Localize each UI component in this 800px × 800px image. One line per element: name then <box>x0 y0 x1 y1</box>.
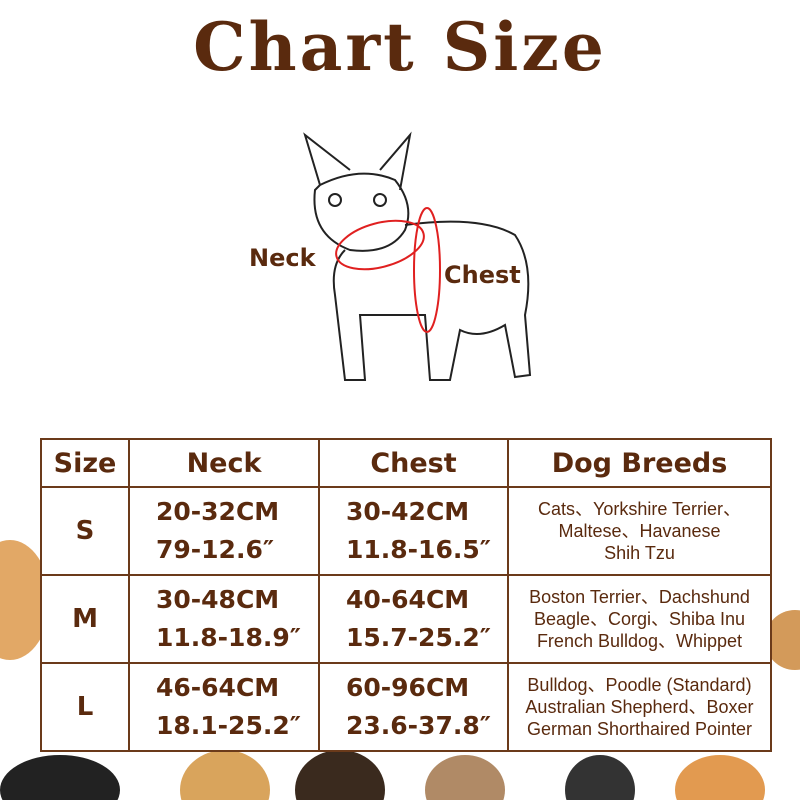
breed-line: Boston Terrier、Dachshund <box>529 587 750 607</box>
dog-photo-1 <box>0 755 120 800</box>
cat-photo-6 <box>675 755 765 800</box>
breed-line: German Shorthaired Pointer <box>526 719 753 739</box>
neck-in: 18.1-25.2″ <box>156 711 301 740</box>
neck-cm: 30-48CM <box>156 585 280 614</box>
chest-in: 15.7-25.2″ <box>346 623 491 652</box>
chest-cell: 60-96CM 23.6-37.8″ <box>318 662 509 752</box>
table-row: L 46-64CM 18.1-25.2″ 60-96CM 23.6-37.8″ Bu… <box>40 662 772 752</box>
size-cell: S <box>40 486 130 576</box>
breeds-cell: Cats、Yorkshire Terrier、 Maltese、Havanese S… <box>507 486 772 576</box>
cat-photo-4 <box>425 755 505 800</box>
chest-cm: 40-64CM <box>346 585 470 614</box>
breed-line: Maltese、Havanese <box>558 521 721 541</box>
dog-photo-5 <box>565 755 635 800</box>
chest-label: Chest <box>444 261 521 289</box>
size-chart-table: Size Neck Chest Dog Breeds S 20-32CM 79-1… <box>40 438 772 752</box>
breeds-cell: Boston Terrier、Dachshund Beagle、Corgi、Shi… <box>507 574 772 664</box>
neck-in: 79-12.6″ <box>156 535 275 564</box>
neck-label: Neck <box>249 244 316 272</box>
header-dog-breeds: Dog Breeds <box>507 438 772 488</box>
chest-cell: 30-42CM 11.8-16.5″ <box>318 486 509 576</box>
neck-cm: 46-64CM <box>156 673 280 702</box>
neck-cm: 20-32CM <box>156 497 280 526</box>
table-row: M 30-48CM 11.8-18.9″ 40-64CM 15.7-25.2″ Bo… <box>40 574 772 664</box>
header-size: Size <box>40 438 130 488</box>
french-bulldog-outline-diagram <box>303 131 532 381</box>
breeds-cell: Bulldog、Poodle (Standard) Australian Shep… <box>507 662 772 752</box>
breed-line: Bulldog、Poodle (Standard) <box>527 675 752 695</box>
neck-measure-line <box>335 219 425 271</box>
header-neck: Neck <box>128 438 320 488</box>
size-cell: M <box>40 574 130 664</box>
table-header-row: Size Neck Chest Dog Breeds <box>40 438 772 488</box>
size-cell: L <box>40 662 130 752</box>
chest-cm: 60-96CM <box>346 673 470 702</box>
breed-line: Beagle、Corgi、Shiba Inu <box>533 609 746 629</box>
dog-photo-3 <box>295 750 385 800</box>
chest-measure-line <box>413 207 441 333</box>
header-chest: Chest <box>318 438 509 488</box>
chest-cm: 30-42CM <box>346 497 470 526</box>
neck-cell: 46-64CM 18.1-25.2″ <box>128 662 320 752</box>
chest-in: 23.6-37.8″ <box>346 711 491 740</box>
breed-line: French Bulldog、Whippet <box>536 631 743 651</box>
dog-photo-2 <box>180 750 270 800</box>
table-row: S 20-32CM 79-12.6″ 30-42CM 11.8-16.5″ Cats… <box>40 486 772 576</box>
breed-line: Cats、Yorkshire Terrier、 <box>537 499 742 519</box>
neck-cell: 30-48CM 11.8-18.9″ <box>128 574 320 664</box>
chest-in: 11.8-16.5″ <box>346 535 491 564</box>
chest-cell: 40-64CM 15.7-25.2″ <box>318 574 509 664</box>
breed-line: Shih Tzu <box>604 543 675 563</box>
page-title: Chart Size <box>193 8 607 86</box>
neck-in: 11.8-18.9″ <box>156 623 301 652</box>
neck-cell: 20-32CM 79-12.6″ <box>128 486 320 576</box>
breed-line: Australian Shepherd、Boxer <box>525 697 754 717</box>
